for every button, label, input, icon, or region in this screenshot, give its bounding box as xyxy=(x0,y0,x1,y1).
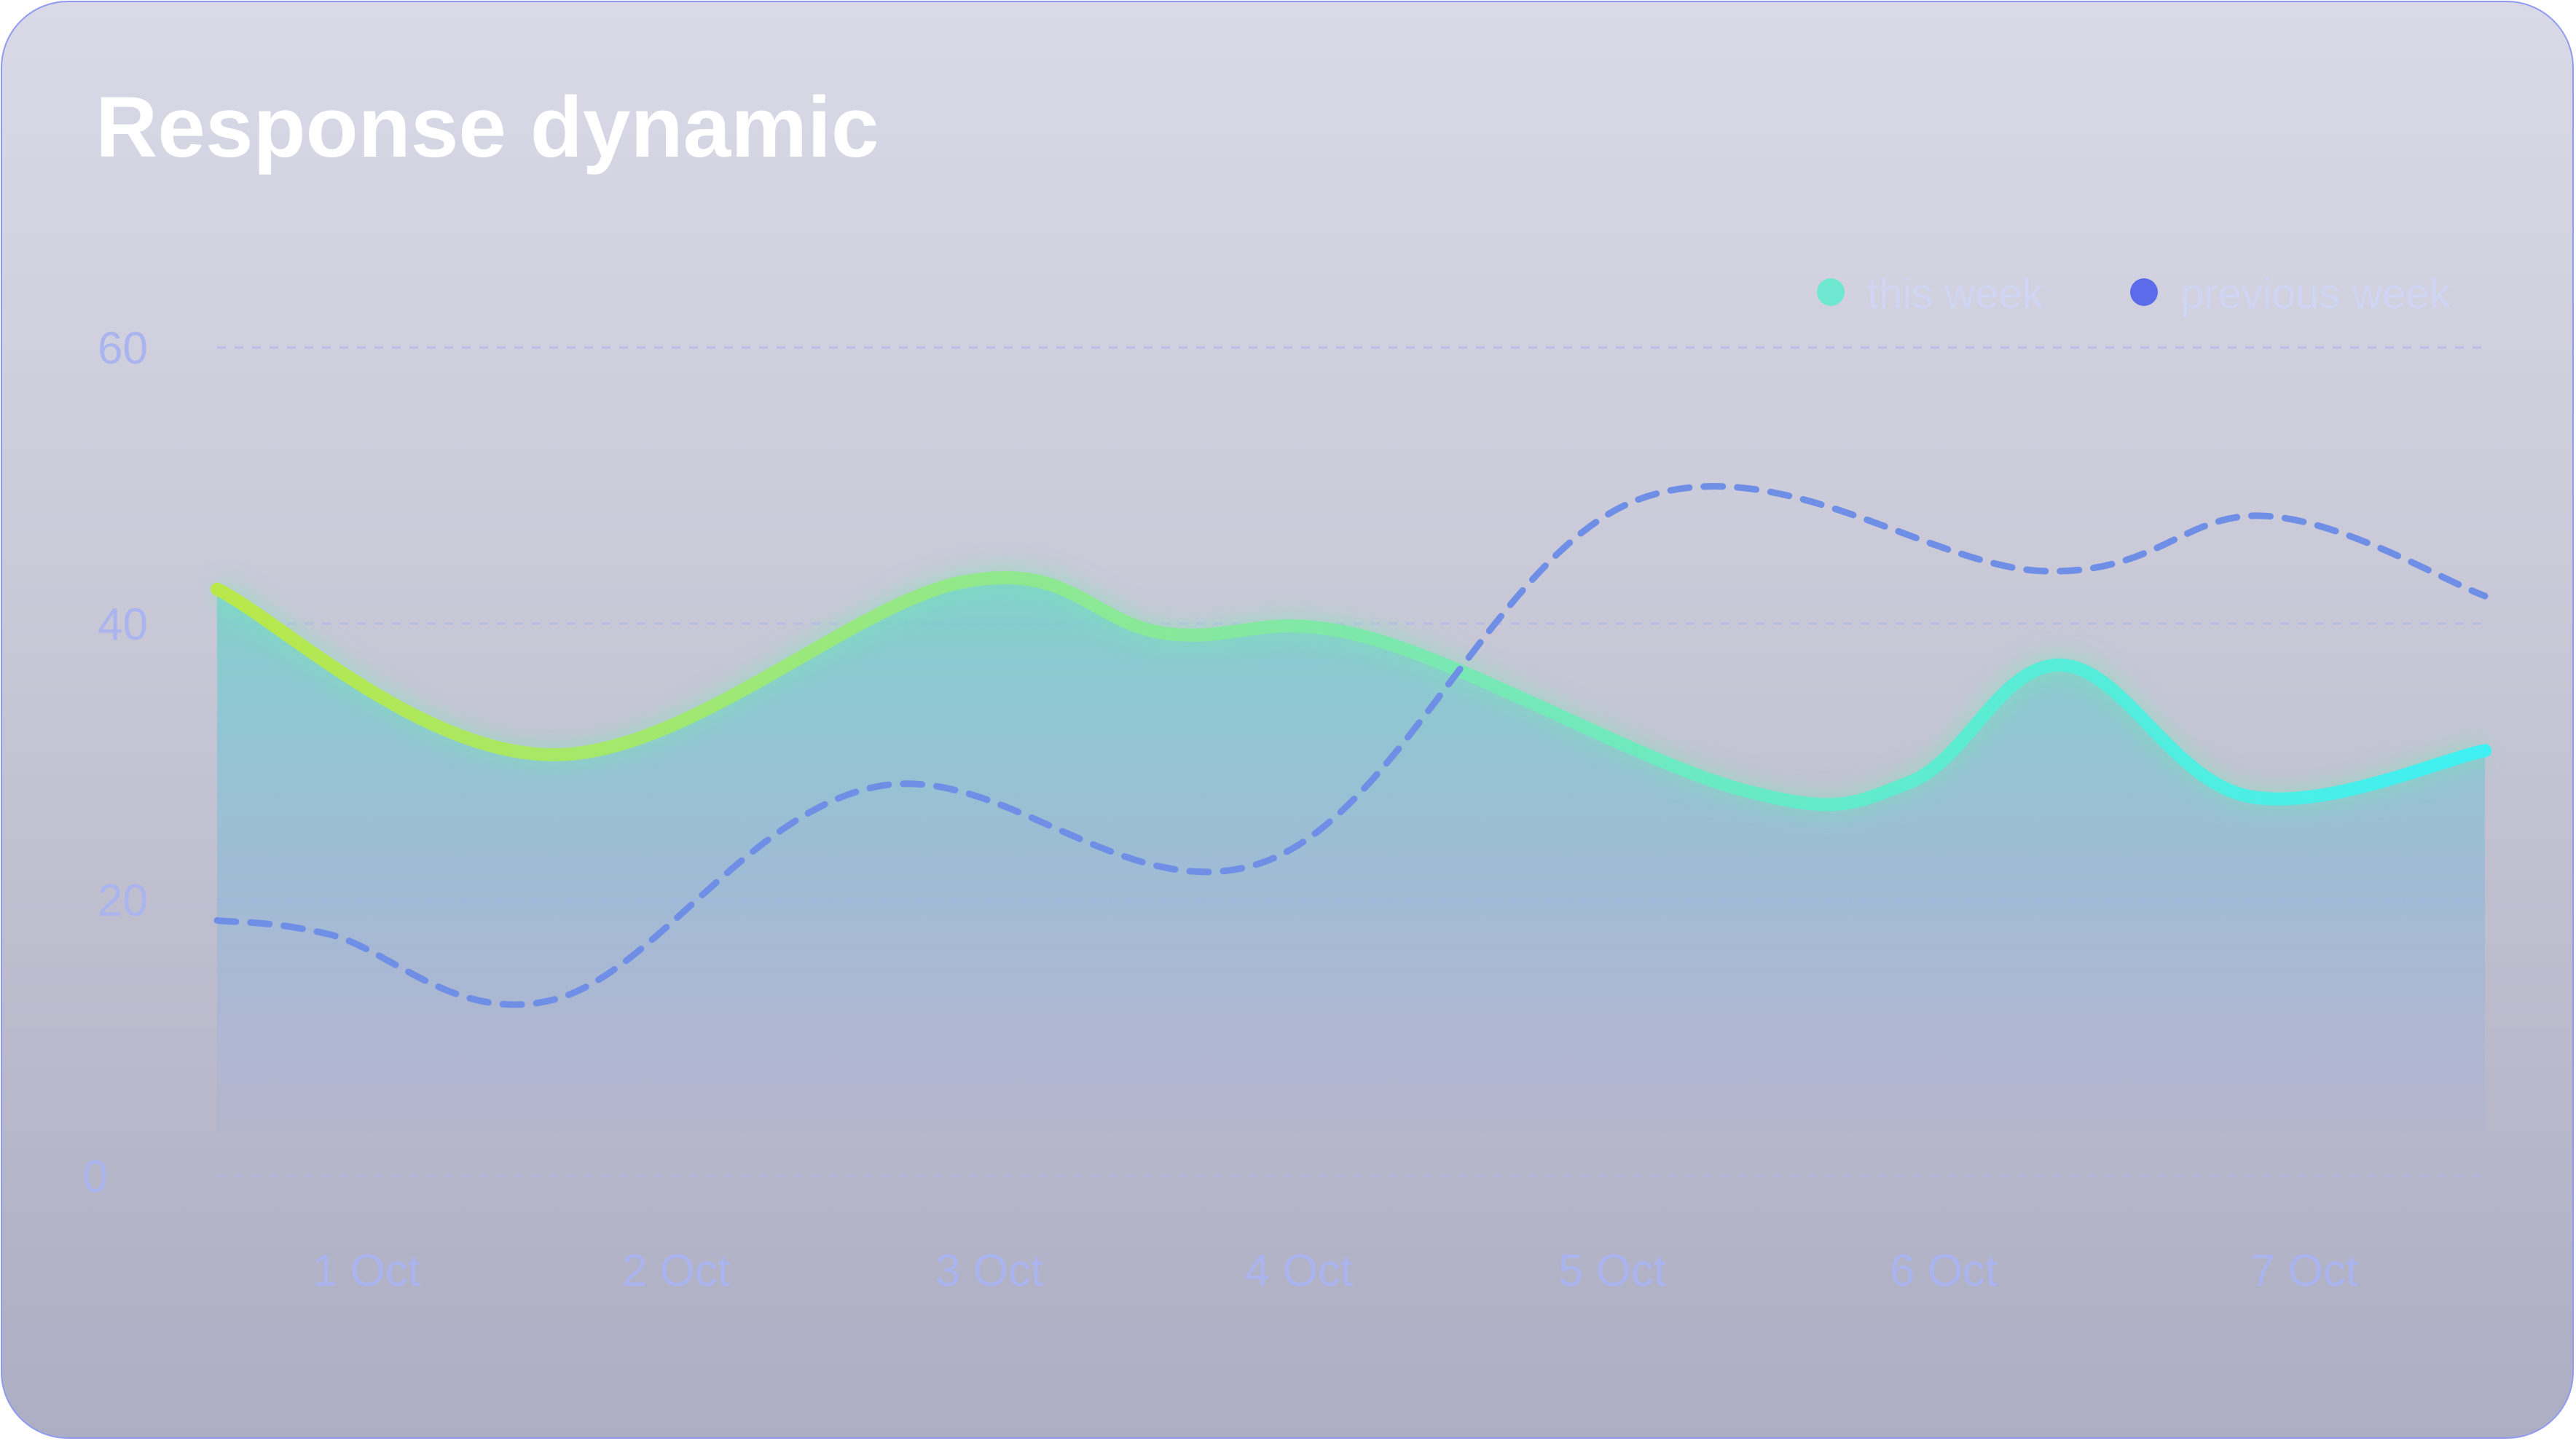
legend-dot xyxy=(2130,278,2158,306)
y-tick-label: 20 xyxy=(98,876,148,926)
x-tick-label: 7 Oct xyxy=(2250,1246,2358,1296)
x-tick-label: 2 Oct xyxy=(622,1246,730,1296)
series-line-this-week xyxy=(211,570,2491,812)
x-tick-label: 5 Oct xyxy=(1558,1246,1666,1296)
series-line-previous-week xyxy=(213,483,2489,1008)
legend-label: previous week xyxy=(2180,270,2451,318)
y-tick-label: 40 xyxy=(98,600,148,650)
x-tick-label: 1 Oct xyxy=(313,1246,420,1296)
legend-item-this-week: this week xyxy=(1817,270,2044,318)
legend-label: this week xyxy=(1867,270,2044,318)
series-area-this-week xyxy=(217,577,2485,1132)
x-tick-label: 3 Oct xyxy=(935,1246,1043,1296)
legend-item-previous-week: previous week xyxy=(2130,270,2451,318)
chart-title: Response dynamic xyxy=(95,79,879,176)
y-tick-label: 0 xyxy=(83,1152,108,1202)
x-tick-label: 4 Oct xyxy=(1245,1246,1353,1296)
x-tick-label: 6 Oct xyxy=(1890,1246,1998,1296)
y-tick-label: 60 xyxy=(98,323,148,374)
legend-dot xyxy=(1817,278,1845,306)
